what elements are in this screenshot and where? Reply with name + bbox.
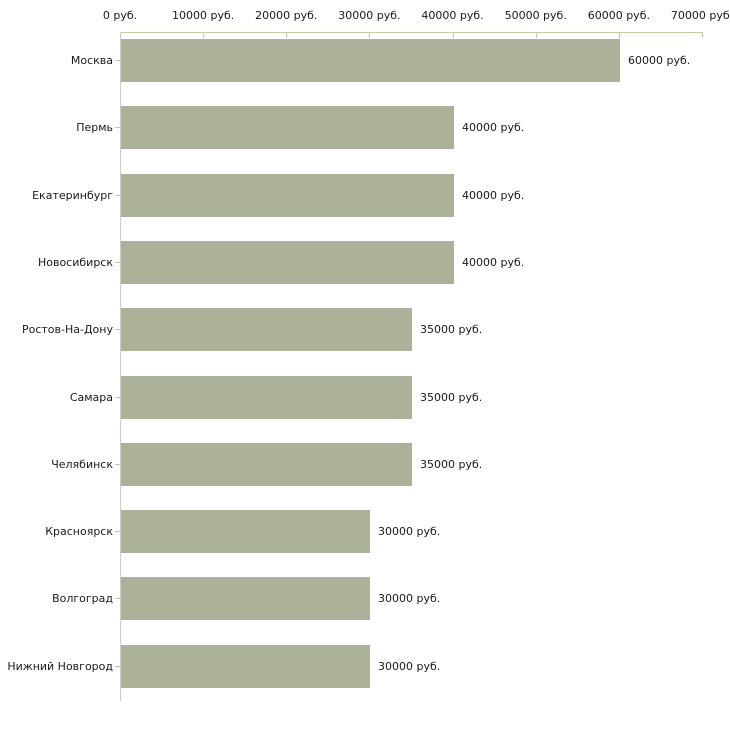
x-tick-label: 0 руб. [102,9,138,22]
category-label: Москва [70,54,113,67]
chart-row: Волгоград 30000 руб. [0,571,730,638]
category-label: Новосибирск [37,255,113,269]
category-tick [115,329,120,331]
chart-row: Самара 35000 руб. [0,370,730,437]
x-axis-tick [618,33,620,38]
x-tick-label: 10000 руб. [172,9,235,22]
bar-value-label: 35000 руб. [420,457,483,471]
category-tick [115,127,120,129]
chart-row: Ростов-На-Дону 35000 руб. [0,302,730,369]
chart-row: Москва 60000 руб. [0,33,730,100]
category-label: Челябинск [51,457,113,471]
bar-value-label: 30000 руб. [378,525,441,539]
x-axis-tick [203,33,205,38]
x-tick-label: 40000 руб. [421,9,484,22]
x-tick-label: 70000 руб. [670,9,730,22]
chart-row: Пермь 40000 руб. [0,100,730,167]
chart-row: Новосибирск 40000 руб. [0,235,730,302]
bar-value-label: 40000 руб. [462,255,525,269]
category-tick [115,194,120,196]
category-label: Самара [69,390,113,404]
category-tick [115,531,120,533]
chart-row: Челябинск 35000 руб. [0,437,730,504]
chart-row: Красноярск 30000 руб. [0,504,730,571]
x-axis-tick [535,33,537,38]
x-axis-tick [369,33,371,38]
category-label: Пермь [76,121,113,135]
bar [121,510,370,554]
x-axis-tick [452,33,454,38]
category-tick [115,261,120,263]
x-tick-label: 50000 руб. [504,9,567,22]
bar [121,375,412,419]
category-tick [115,463,120,465]
bar-value-label: 40000 руб. [462,188,525,202]
x-axis-tick [286,33,288,38]
bar [121,442,412,486]
category-tick [115,598,120,600]
bar-value-label: 40000 руб. [462,121,525,135]
category-label: Ростов-На-Дону [21,323,113,337]
x-tick-label: 60000 руб. [587,9,650,22]
bar-value-label: 35000 руб. [420,390,483,404]
bar [121,39,620,82]
chart-row: Нижний Новгород 30000 руб. [0,639,730,706]
chart-row: Екатеринбург 40000 руб. [0,168,730,235]
bar-value-label: 30000 руб. [378,659,441,673]
category-label: Нижний Новгород [7,659,113,673]
bar [121,308,412,352]
category-tick [115,396,120,398]
category-tick [115,60,120,61]
category-label: Екатеринбург [32,188,113,202]
x-tick-label: 20000 руб. [255,9,318,22]
category-label: Волгоград [52,592,113,606]
bar [121,577,370,621]
bar-value-label: 30000 руб. [378,592,441,606]
bar [121,644,370,688]
x-axis-line [120,32,703,33]
category-label: Красноярск [45,525,113,539]
bar-value-label: 60000 руб. [628,54,691,67]
bar [121,173,454,217]
x-axis-tick [702,33,703,38]
bar [121,106,454,150]
bar-value-label: 35000 руб. [420,323,483,337]
bar [121,240,454,284]
x-tick-label: 30000 руб. [338,9,401,22]
category-tick [115,665,120,667]
y-axis-line [120,32,121,701]
